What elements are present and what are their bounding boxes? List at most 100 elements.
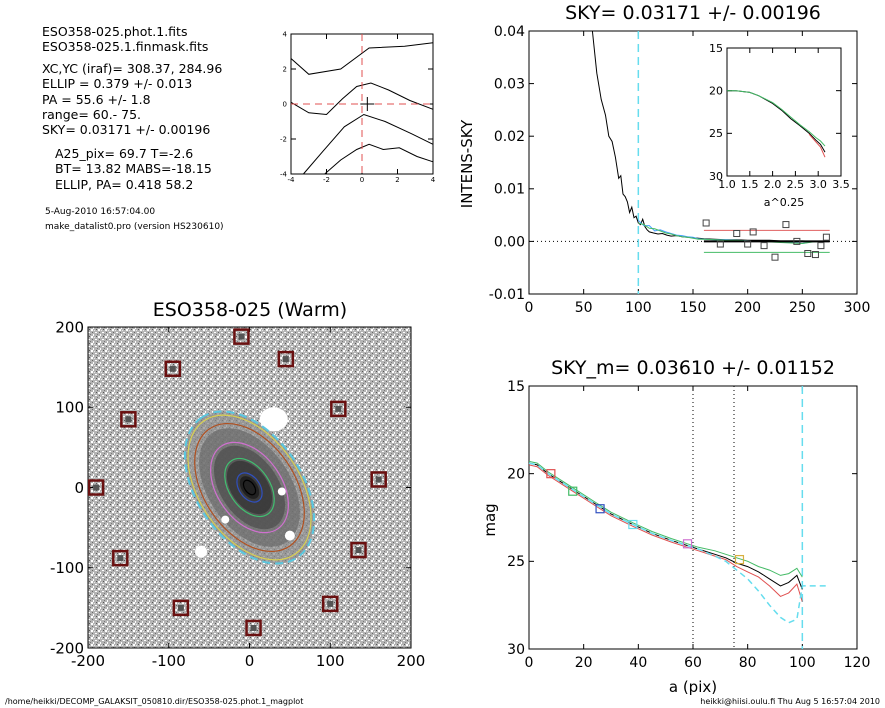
contour-line (303, 113, 434, 175)
isophote-ellipse (224, 457, 275, 518)
sky-point (771, 253, 779, 261)
isophote-ellipse (194, 422, 305, 553)
mag-xtick-label: 100 (789, 655, 816, 671)
sky-profile-panel: SKY= 0.03171 +/- 0.00196 INTENS-SKY 0 50 1… (458, 2, 870, 316)
mag-ytick-label: 20 (507, 467, 525, 483)
info-version: make_datalist0.pro (version HS230610) (45, 222, 224, 232)
sky-box-core (355, 547, 362, 554)
masked-star (284, 530, 295, 541)
sky-box (120, 411, 137, 428)
info-line-9: BT= 13.82 MABS=-18.15 (55, 161, 212, 176)
inset-series-line (808, 133, 826, 158)
inset-ytick-label: 20 (709, 85, 723, 98)
sky-point (760, 242, 768, 250)
sky-point (733, 230, 741, 238)
sky-point (782, 221, 790, 229)
sky-ytick-label: 0.04 (494, 24, 525, 40)
contour-xtick-label: 4 (431, 176, 436, 184)
sky-profile-title: SKY= 0.03171 +/- 0.00196 (565, 2, 821, 24)
inset-xtick-label: 1.5 (741, 178, 759, 191)
mag-profile-ylabel: mag (481, 503, 499, 536)
mag-point (628, 519, 638, 530)
info-line-6: range= 60.- 75. (42, 107, 141, 122)
sky-xtick-label: 200 (734, 300, 761, 316)
mag-ytick-label: 30 (507, 642, 525, 658)
sky-inset-frame (726, 47, 842, 177)
sky-ytick-label: 0.01 (494, 182, 525, 198)
contour-ytick-label: 2 (283, 65, 287, 73)
masked-star (221, 515, 230, 524)
sky-ytick-label: 0.00 (494, 234, 525, 250)
sky-point (822, 233, 830, 241)
mag-xtick-label: 120 (844, 655, 871, 671)
inset-series-line (727, 90, 826, 153)
mag-profile-panel: SKY_m= 0.03610 +/- 0.01152 mag a (pix) 0… (481, 357, 870, 696)
galaxy-ytick-label: 100 (55, 399, 84, 417)
sky-inset-panel: a^0.25 1.0 1.5 2.0 2.5 3.0 3.5 15 20 25 30 (709, 42, 850, 209)
contour-ytick-label: 0 (283, 100, 287, 108)
sky-box-core (335, 405, 342, 412)
info-line-1: ESO358-025.phot.1.fits (42, 24, 187, 39)
sky-box (88, 479, 105, 496)
sky-box-core (93, 484, 100, 491)
galaxy-xtick-label: 100 (316, 652, 345, 670)
sky-box (322, 595, 339, 613)
inset-ytick-label: 15 (709, 42, 723, 55)
galaxy-ytick-label: 200 (55, 318, 84, 336)
mag-ytick-label: 15 (507, 379, 525, 395)
info-line-5: PA = 55.6 +/- 1.8 (42, 92, 151, 107)
sky-ytick-label: 0.02 (494, 129, 525, 145)
inset-xtick-label: 3.0 (809, 178, 827, 191)
info-line-7: SKY= 0.03171 +/- 0.00196 (42, 122, 210, 137)
sky-box (350, 541, 367, 559)
sky-box (172, 599, 190, 617)
info-line-4: ELLIP = 0.379 +/- 0.013 (42, 76, 192, 91)
galaxy-ytick-label: -100 (50, 559, 84, 577)
contour-ytick-label: -2 (280, 135, 287, 143)
mag-xtick-label: 0 (525, 655, 534, 671)
masked-star (195, 545, 208, 558)
info-timestamp: 5-Aug-2010 16:57:04.00 (45, 207, 155, 217)
mag-profile-xlabel: a (pix) (669, 678, 717, 696)
contour-line (290, 42, 434, 75)
sky-xtick-label: 150 (680, 300, 707, 316)
mag-point (546, 469, 556, 479)
sky-ytick-label: -0.01 (489, 287, 525, 303)
contour-line (324, 143, 434, 175)
inset-xtick-label: 2.5 (787, 178, 805, 191)
mag-profile-title: SKY_m= 0.03610 +/- 0.01152 (551, 357, 835, 379)
footer-path: /home/heikki/DECOMP_GALAKSIT_050810.dir/… (5, 697, 303, 706)
galaxy-ytick-label: 0 (74, 479, 84, 497)
sky-box (164, 360, 182, 377)
isophote-ellipse (187, 414, 312, 561)
sky-box (112, 549, 129, 567)
contour-xtick-label: -2 (323, 176, 330, 184)
sky-point (716, 240, 724, 248)
sky-box-core (282, 356, 289, 363)
contour-xtick-label: -4 (288, 176, 296, 184)
sky-point (744, 240, 752, 248)
sky-box (245, 619, 262, 637)
mag-xtick-label: 20 (575, 655, 593, 671)
sky-box-core (327, 600, 334, 607)
mag-xtick-label: 40 (629, 655, 647, 671)
sky-box (233, 328, 250, 345)
sky-point (811, 251, 819, 259)
contour-ytick-label: -4 (280, 170, 288, 178)
sky-point (817, 242, 825, 250)
sky-box-core (375, 476, 382, 483)
info-line-3: XC,YC (iraf)= 308.37, 284.96 (42, 61, 222, 76)
contour-xtick-label: 0 (360, 176, 364, 184)
sky-xtick-label: 50 (575, 300, 593, 316)
sky-point (749, 228, 757, 236)
sky-xtick-label: 0 (525, 300, 534, 316)
isophote-ellipse (242, 479, 257, 496)
sky-xtick-label: 300 (844, 300, 871, 316)
galaxy-image-panel: ESO358-025 (Warm) -200 -100 0 100 200 -200 -10… (50, 299, 425, 670)
sky-profile-ylabel: INTENS-SKY (458, 119, 476, 208)
sky-box-core (238, 333, 245, 340)
center-contour-panel: -4 -2 0 2 4 -4 -2 0 2 4 (280, 30, 436, 184)
sky-ytick-label: 0.03 (494, 77, 525, 93)
info-line-10: ELLIP, PA= 0.418 58.2 (55, 177, 193, 192)
